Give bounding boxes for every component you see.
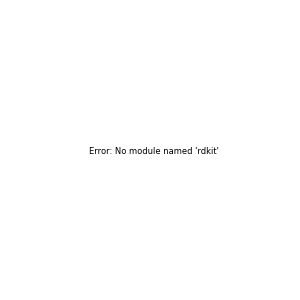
Text: Error: No module named 'rdkit': Error: No module named 'rdkit'	[89, 147, 219, 156]
